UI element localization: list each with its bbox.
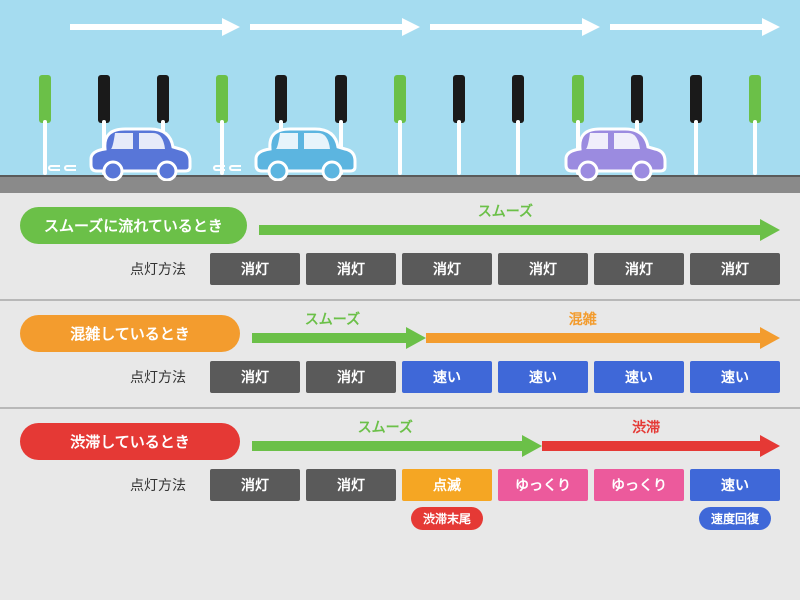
light-box: 速い [402, 361, 492, 393]
light-box: ゆっくり [498, 469, 588, 501]
flow-label: 渋滞 [632, 417, 660, 437]
car-icon [560, 119, 670, 181]
flow-arrow [259, 219, 780, 241]
light-boxes: 消灯消灯点滅ゆっくりゆっくり速い [210, 469, 780, 501]
light-box: 消灯 [306, 253, 396, 285]
sky-area [0, 0, 800, 175]
light-box: 点滅 [402, 469, 492, 501]
light-boxes: 消灯消灯速い速い速い速い [210, 361, 780, 393]
condition-pill: 渋滞しているとき [20, 423, 240, 460]
motion-lines [48, 165, 76, 171]
annotation-tag: 速度回復 [699, 507, 771, 530]
flow-arrows: スムーズ渋滞 [252, 421, 780, 461]
car-icon [250, 119, 360, 181]
cars-layer [0, 111, 800, 181]
tag-row: 渋滞末尾 速度回復 [20, 507, 780, 530]
method-label: 点灯方法 [130, 259, 200, 279]
direction-arrow [610, 18, 780, 36]
flow-arrow [252, 435, 542, 457]
flow-label: スムーズ [358, 417, 413, 437]
flow-label: 混雑 [569, 309, 597, 329]
traffic-section: 渋滞しているときスムーズ渋滞点灯方法消灯消灯点滅ゆっくりゆっくり速い渋滞末尾速度… [0, 409, 800, 544]
light-box: 消灯 [402, 253, 492, 285]
light-box: 消灯 [210, 361, 300, 393]
traffic-section: 混雑しているときスムーズ混雑点灯方法消灯消灯速い速い速い速い [0, 301, 800, 409]
condition-pill: スムーズに流れているとき [20, 207, 247, 244]
flow-arrows: スムーズ混雑 [252, 313, 780, 353]
flow-label: スムーズ [305, 309, 360, 329]
traffic-section: スムーズに流れているときスムーズ点灯方法消灯消灯消灯消灯消灯消灯 [0, 193, 800, 301]
light-box: 消灯 [306, 469, 396, 501]
light-box: 消灯 [210, 253, 300, 285]
car-icon [85, 119, 195, 181]
flow-arrow [542, 435, 780, 457]
light-box: 消灯 [594, 253, 684, 285]
light-box: 速い [498, 361, 588, 393]
flow-label: スムーズ [478, 201, 533, 221]
light-box: 消灯 [210, 469, 300, 501]
light-boxes: 消灯消灯消灯消灯消灯消灯 [210, 253, 780, 285]
light-box: 速い [594, 361, 684, 393]
light-box: 消灯 [690, 253, 780, 285]
condition-pill: 混雑しているとき [20, 315, 240, 352]
sections: スムーズに流れているときスムーズ点灯方法消灯消灯消灯消灯消灯消灯混雑しているとき… [0, 193, 800, 544]
method-label: 点灯方法 [130, 367, 200, 387]
light-box: 消灯 [306, 361, 396, 393]
method-label: 点灯方法 [130, 475, 200, 495]
flow-arrows: スムーズ [259, 205, 780, 245]
annotation-tag: 渋滞末尾 [411, 507, 483, 530]
top-arrows [70, 18, 780, 36]
light-box: 消灯 [498, 253, 588, 285]
direction-arrow [250, 18, 420, 36]
direction-arrow [70, 18, 240, 36]
light-box: ゆっくり [594, 469, 684, 501]
flow-arrow [426, 327, 780, 349]
light-box: 速い [690, 361, 780, 393]
motion-lines [213, 165, 241, 171]
light-box: 速い [690, 469, 780, 501]
direction-arrow [430, 18, 600, 36]
flow-arrow [252, 327, 426, 349]
